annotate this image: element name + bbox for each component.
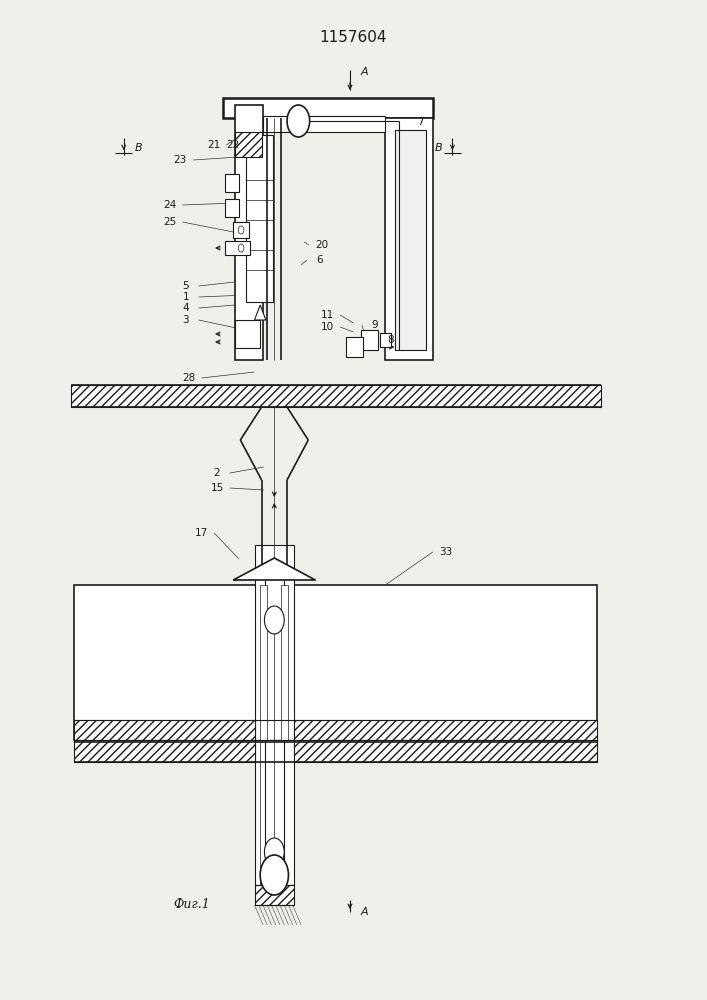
Bar (255, 885, 294, 905)
Text: 28: 28 (182, 373, 195, 383)
Text: 17: 17 (195, 528, 208, 538)
Text: B: B (434, 143, 442, 153)
Bar (263, 116, 385, 132)
Bar (260, 585, 267, 740)
Bar (74, 720, 255, 742)
Bar (74, 740, 255, 762)
Text: 10: 10 (321, 322, 334, 332)
Text: 1: 1 (182, 292, 189, 302)
Text: Фиг.1: Фиг.1 (173, 898, 210, 912)
Bar (380, 333, 391, 347)
Bar (74, 585, 597, 740)
Text: A: A (361, 907, 368, 917)
Bar (235, 105, 263, 360)
Text: 20: 20 (315, 240, 328, 250)
Text: 22: 22 (227, 140, 240, 150)
Text: 7: 7 (417, 117, 424, 127)
Bar (225, 199, 239, 217)
Circle shape (287, 105, 310, 137)
Text: 2: 2 (214, 468, 221, 478)
Text: 8: 8 (387, 335, 394, 345)
Bar (233, 222, 249, 238)
Text: B: B (134, 143, 142, 153)
Text: 24: 24 (163, 200, 176, 210)
Bar (346, 337, 363, 357)
Text: 25: 25 (163, 217, 176, 227)
Polygon shape (233, 558, 315, 580)
Circle shape (264, 838, 284, 866)
Bar (395, 130, 426, 350)
Bar (223, 98, 433, 118)
Text: A: A (361, 67, 368, 77)
Circle shape (260, 855, 288, 895)
Bar (294, 720, 597, 742)
Text: 21: 21 (207, 140, 220, 150)
Bar (71, 385, 601, 407)
Bar (225, 241, 250, 255)
Bar (281, 585, 288, 740)
Bar (235, 132, 262, 157)
Bar (294, 740, 597, 762)
Bar (255, 545, 294, 740)
Text: 4: 4 (182, 303, 189, 313)
Bar (255, 740, 294, 885)
Text: 5: 5 (182, 281, 189, 291)
Bar (246, 135, 273, 302)
Text: 23: 23 (174, 155, 187, 165)
Text: 33: 33 (439, 547, 452, 557)
Text: 1157604: 1157604 (320, 30, 387, 45)
Polygon shape (255, 305, 266, 320)
Circle shape (264, 606, 284, 634)
Text: 15: 15 (211, 483, 223, 493)
Bar (361, 330, 378, 350)
Bar (385, 118, 433, 360)
Text: 9: 9 (371, 320, 378, 330)
Text: 3: 3 (182, 315, 189, 325)
Text: 11: 11 (321, 310, 334, 320)
Bar (225, 174, 239, 192)
Text: 6: 6 (316, 255, 323, 265)
Bar (235, 320, 260, 348)
